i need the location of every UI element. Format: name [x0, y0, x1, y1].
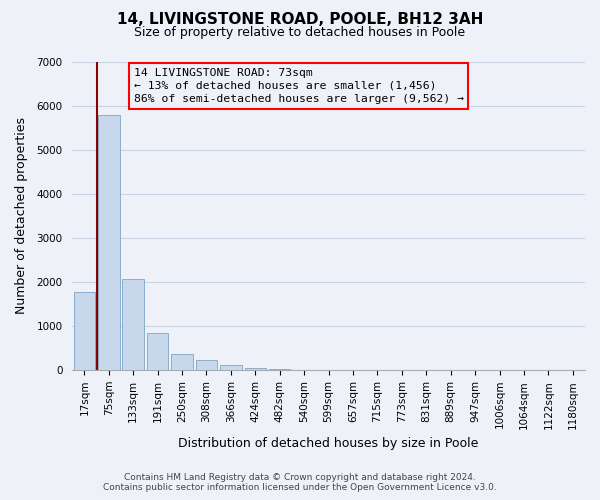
Bar: [220, 366, 242, 370]
Bar: [269, 369, 290, 370]
Text: Contains HM Land Registry data © Crown copyright and database right 2024.
Contai: Contains HM Land Registry data © Crown c…: [103, 473, 497, 492]
Bar: [196, 360, 217, 370]
Bar: [74, 292, 95, 370]
Bar: [245, 368, 266, 370]
Bar: [98, 116, 119, 370]
Bar: [122, 280, 144, 370]
Text: Size of property relative to detached houses in Poole: Size of property relative to detached ho…: [134, 26, 466, 39]
X-axis label: Distribution of detached houses by size in Poole: Distribution of detached houses by size …: [178, 437, 479, 450]
Y-axis label: Number of detached properties: Number of detached properties: [15, 118, 28, 314]
Bar: [147, 333, 169, 370]
Text: 14 LIVINGSTONE ROAD: 73sqm
← 13% of detached houses are smaller (1,456)
86% of s: 14 LIVINGSTONE ROAD: 73sqm ← 13% of deta…: [134, 68, 464, 104]
Bar: [172, 354, 193, 370]
Text: 14, LIVINGSTONE ROAD, POOLE, BH12 3AH: 14, LIVINGSTONE ROAD, POOLE, BH12 3AH: [117, 12, 483, 28]
